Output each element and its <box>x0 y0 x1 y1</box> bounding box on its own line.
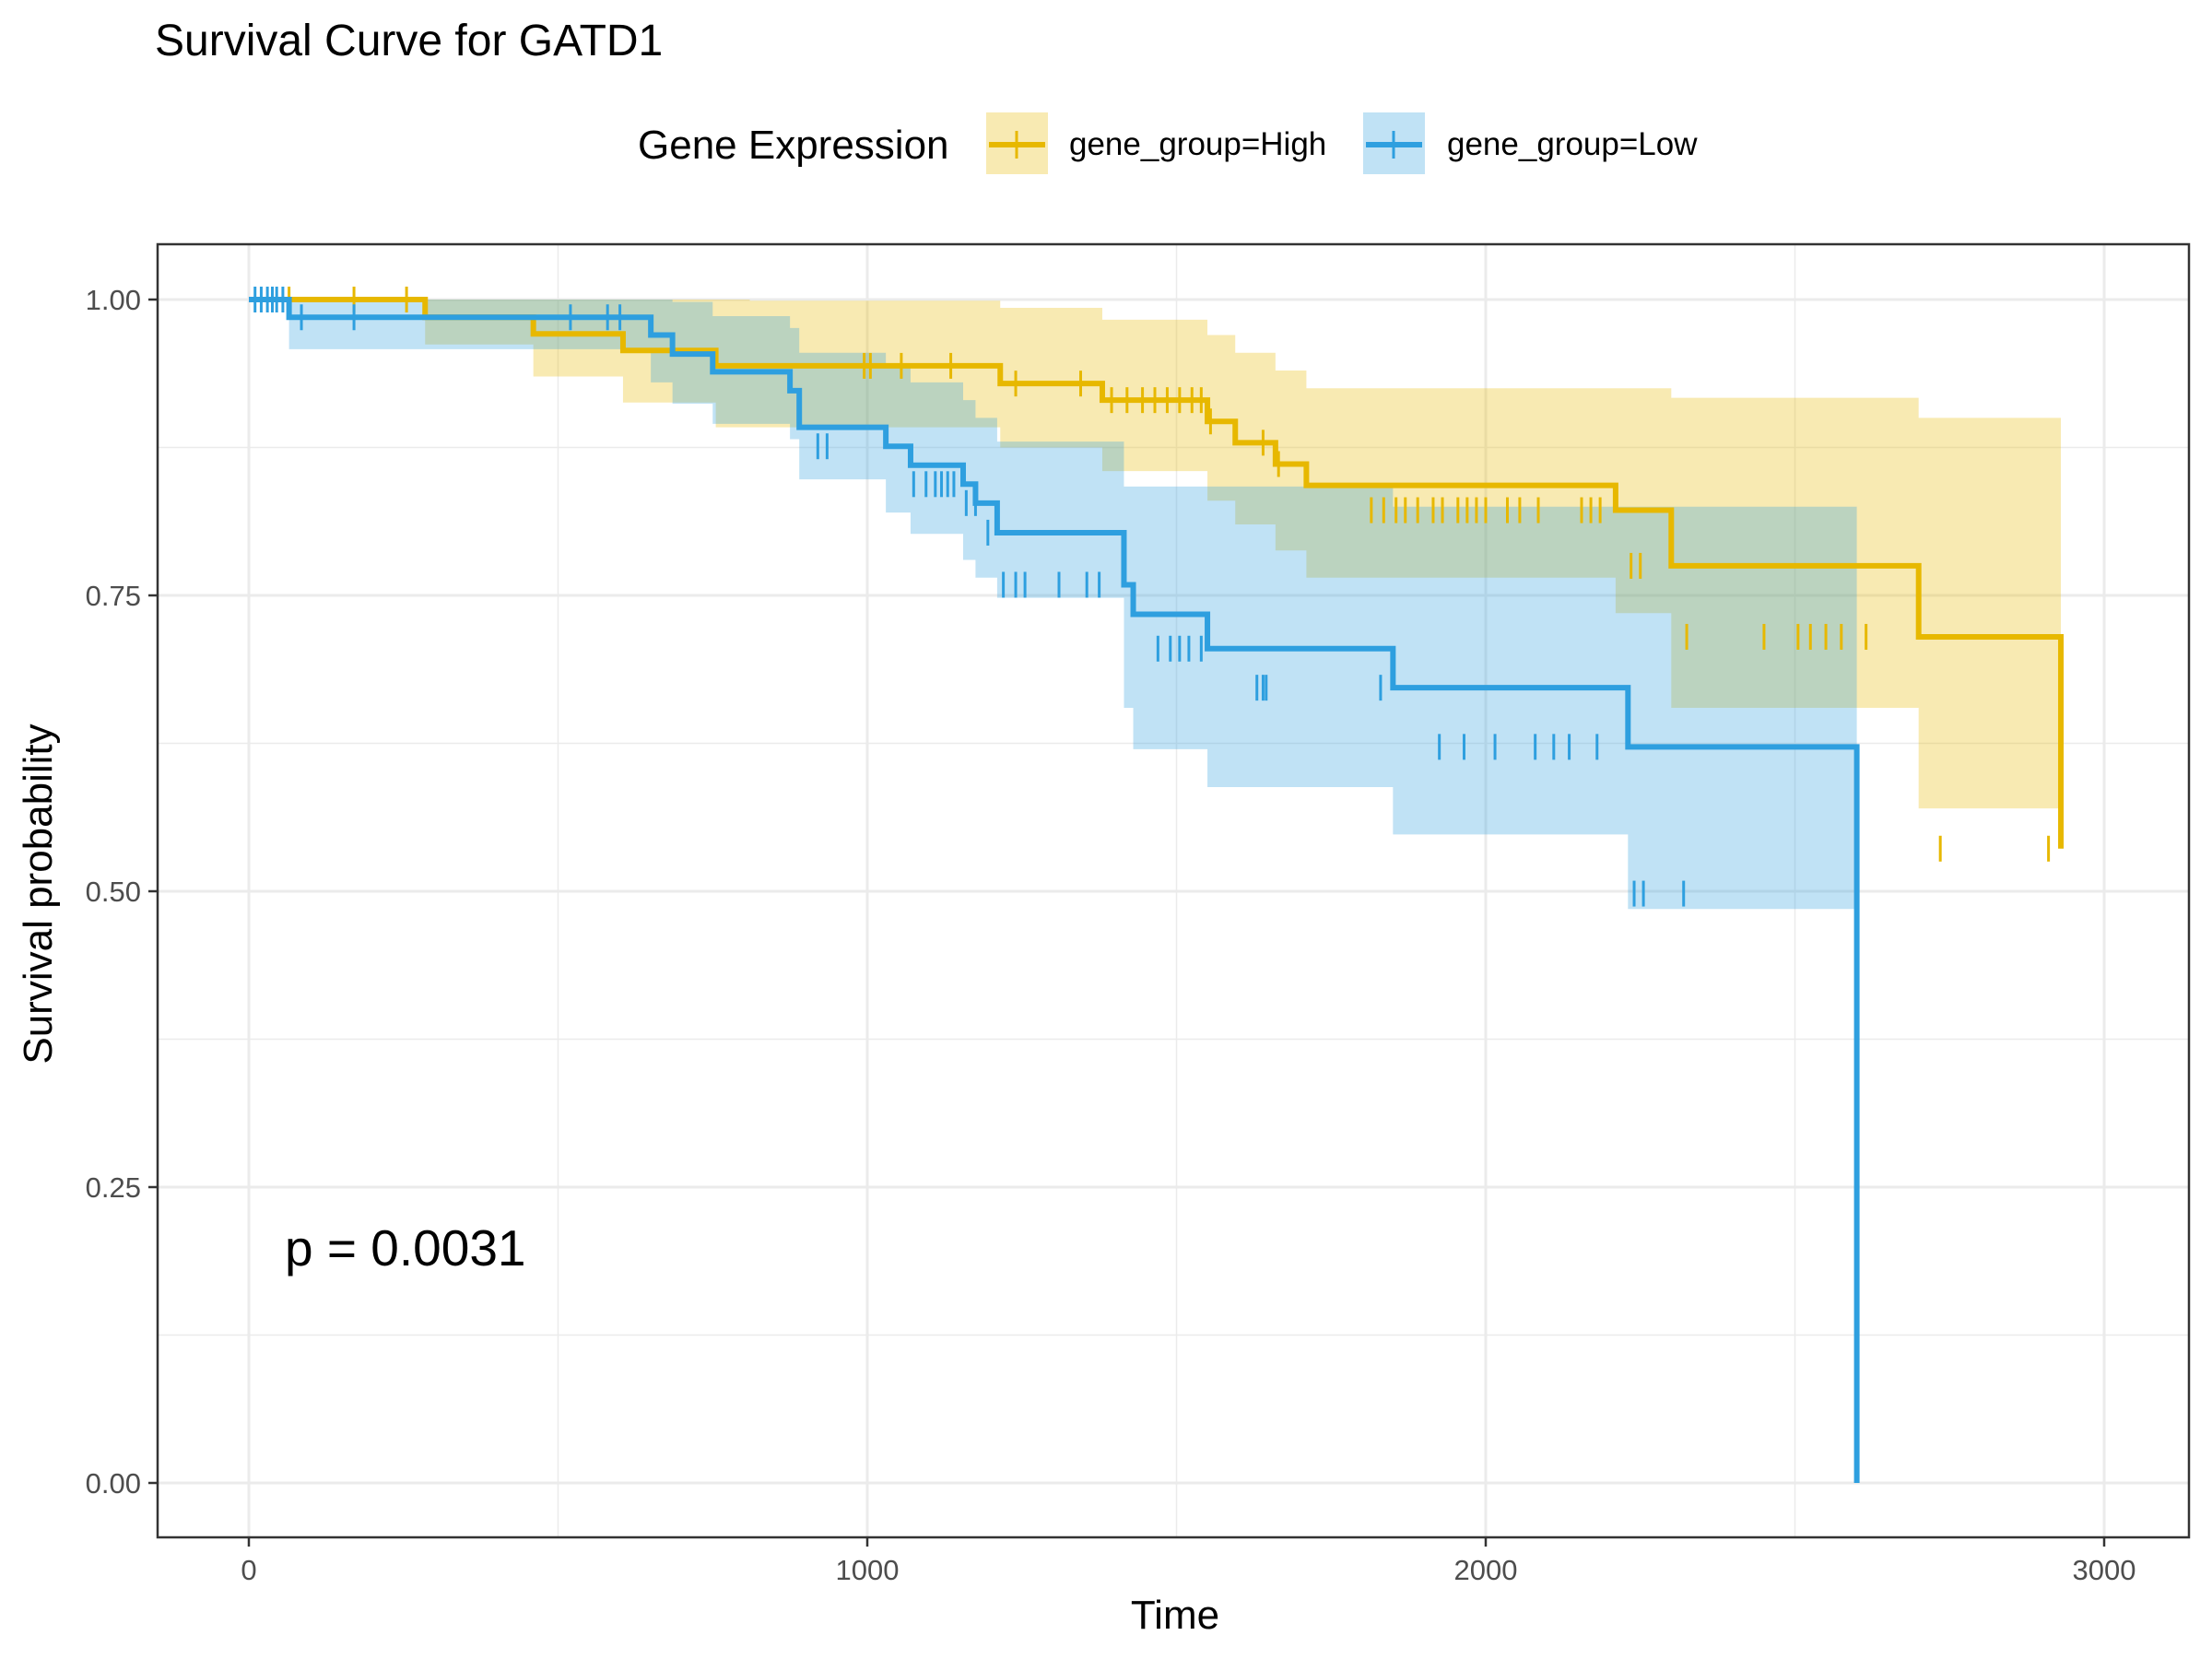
y-tick-label: 0.00 <box>86 1467 141 1500</box>
p-value-annotation: p = 0.0031 <box>285 1219 526 1277</box>
y-axis-label: Survival probability <box>16 724 61 1064</box>
ci-band-high <box>249 300 2062 809</box>
x-axis-label: Time <box>1131 1593 1219 1638</box>
x-tick-label: 1000 <box>836 1554 900 1586</box>
y-tick-label: 0.50 <box>86 876 141 908</box>
legend-label-high: gene_group=High <box>1069 126 1326 162</box>
ci-band-low <box>249 300 1857 910</box>
legend-label-low: gene_group=Low <box>1447 126 1698 162</box>
y-tick-label: 1.00 <box>86 284 141 316</box>
x-tick-label: 0 <box>241 1554 256 1586</box>
survival-curve-high <box>249 297 2065 849</box>
y-tick-label: 0.25 <box>86 1171 141 1204</box>
plot-area: 0 1000 2000 3000 0.00 0.25 0.50 0.75 1.00 p = 0.0… <box>86 242 2191 1586</box>
legend-title: Gene Expression <box>638 123 949 168</box>
legend: Gene Expression gene_group=High gene_gro… <box>638 112 1698 174</box>
x-tick-label: 3000 <box>2073 1554 2136 1586</box>
survival-curve-low <box>249 297 1860 1483</box>
x-tick-label: 2000 <box>1454 1554 1518 1586</box>
chart-title: Survival Curve for GATD1 <box>155 17 663 65</box>
y-tick-label: 0.75 <box>86 580 141 612</box>
